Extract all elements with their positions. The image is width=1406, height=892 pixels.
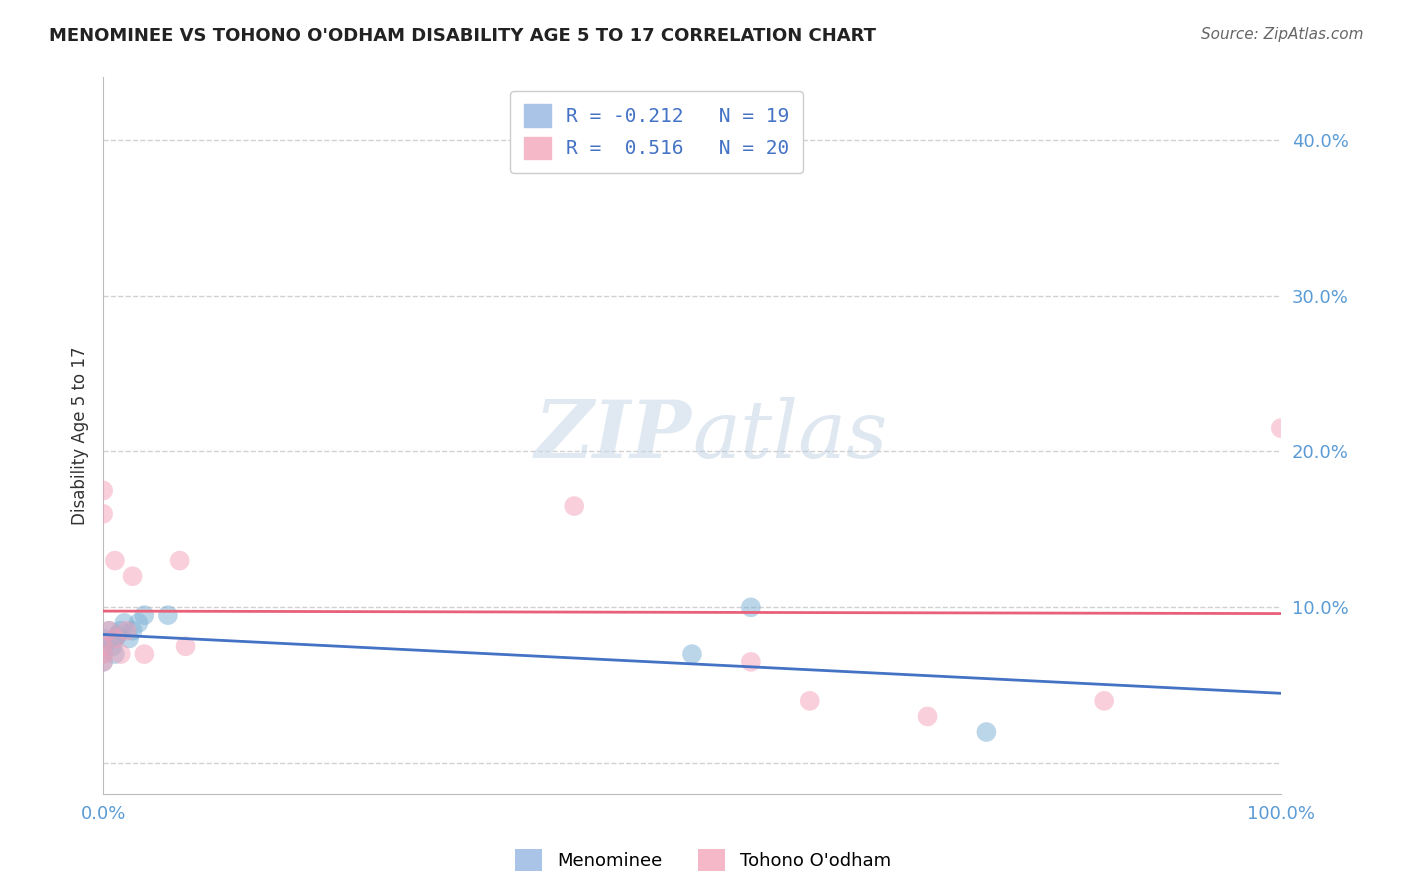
Point <box>110 624 132 638</box>
Point <box>740 600 762 615</box>
Point <box>121 624 143 638</box>
Point <box>799 694 821 708</box>
Point <box>91 647 114 661</box>
Point <box>104 632 127 646</box>
Text: atlas: atlas <box>692 397 887 475</box>
Point <box>98 624 121 638</box>
Legend: Menominee, Tohono O'odham: Menominee, Tohono O'odham <box>508 842 898 879</box>
Point <box>917 709 939 723</box>
Y-axis label: Disability Age 5 to 17: Disability Age 5 to 17 <box>72 347 89 525</box>
Point <box>134 608 156 623</box>
Point <box>740 655 762 669</box>
Point <box>91 647 114 661</box>
Point <box>91 483 114 498</box>
Point <box>104 632 127 646</box>
Text: MENOMINEE VS TOHONO O'ODHAM DISABILITY AGE 5 TO 17 CORRELATION CHART: MENOMINEE VS TOHONO O'ODHAM DISABILITY A… <box>49 27 876 45</box>
Point <box>91 655 114 669</box>
Point <box>104 553 127 567</box>
Point <box>104 647 127 661</box>
Point <box>169 553 191 567</box>
Point <box>1270 421 1292 435</box>
Text: ZIP: ZIP <box>536 397 692 475</box>
Point <box>1092 694 1115 708</box>
Point <box>91 640 114 654</box>
Point <box>105 628 128 642</box>
Point <box>91 640 114 654</box>
Point <box>118 632 141 646</box>
Legend: R = -0.212   N = 19, R =  0.516   N = 20: R = -0.212 N = 19, R = 0.516 N = 20 <box>510 91 803 173</box>
Point <box>134 647 156 661</box>
Point <box>976 725 998 739</box>
Point <box>112 615 135 630</box>
Point <box>91 632 114 646</box>
Point <box>121 569 143 583</box>
Point <box>681 647 703 661</box>
Point <box>562 499 585 513</box>
Point <box>91 507 114 521</box>
Point <box>174 640 197 654</box>
Point <box>127 615 149 630</box>
Point <box>91 655 114 669</box>
Point <box>110 647 132 661</box>
Text: Source: ZipAtlas.com: Source: ZipAtlas.com <box>1201 27 1364 42</box>
Point <box>156 608 179 623</box>
Point <box>98 624 121 638</box>
Point <box>115 624 138 638</box>
Point <box>101 640 124 654</box>
